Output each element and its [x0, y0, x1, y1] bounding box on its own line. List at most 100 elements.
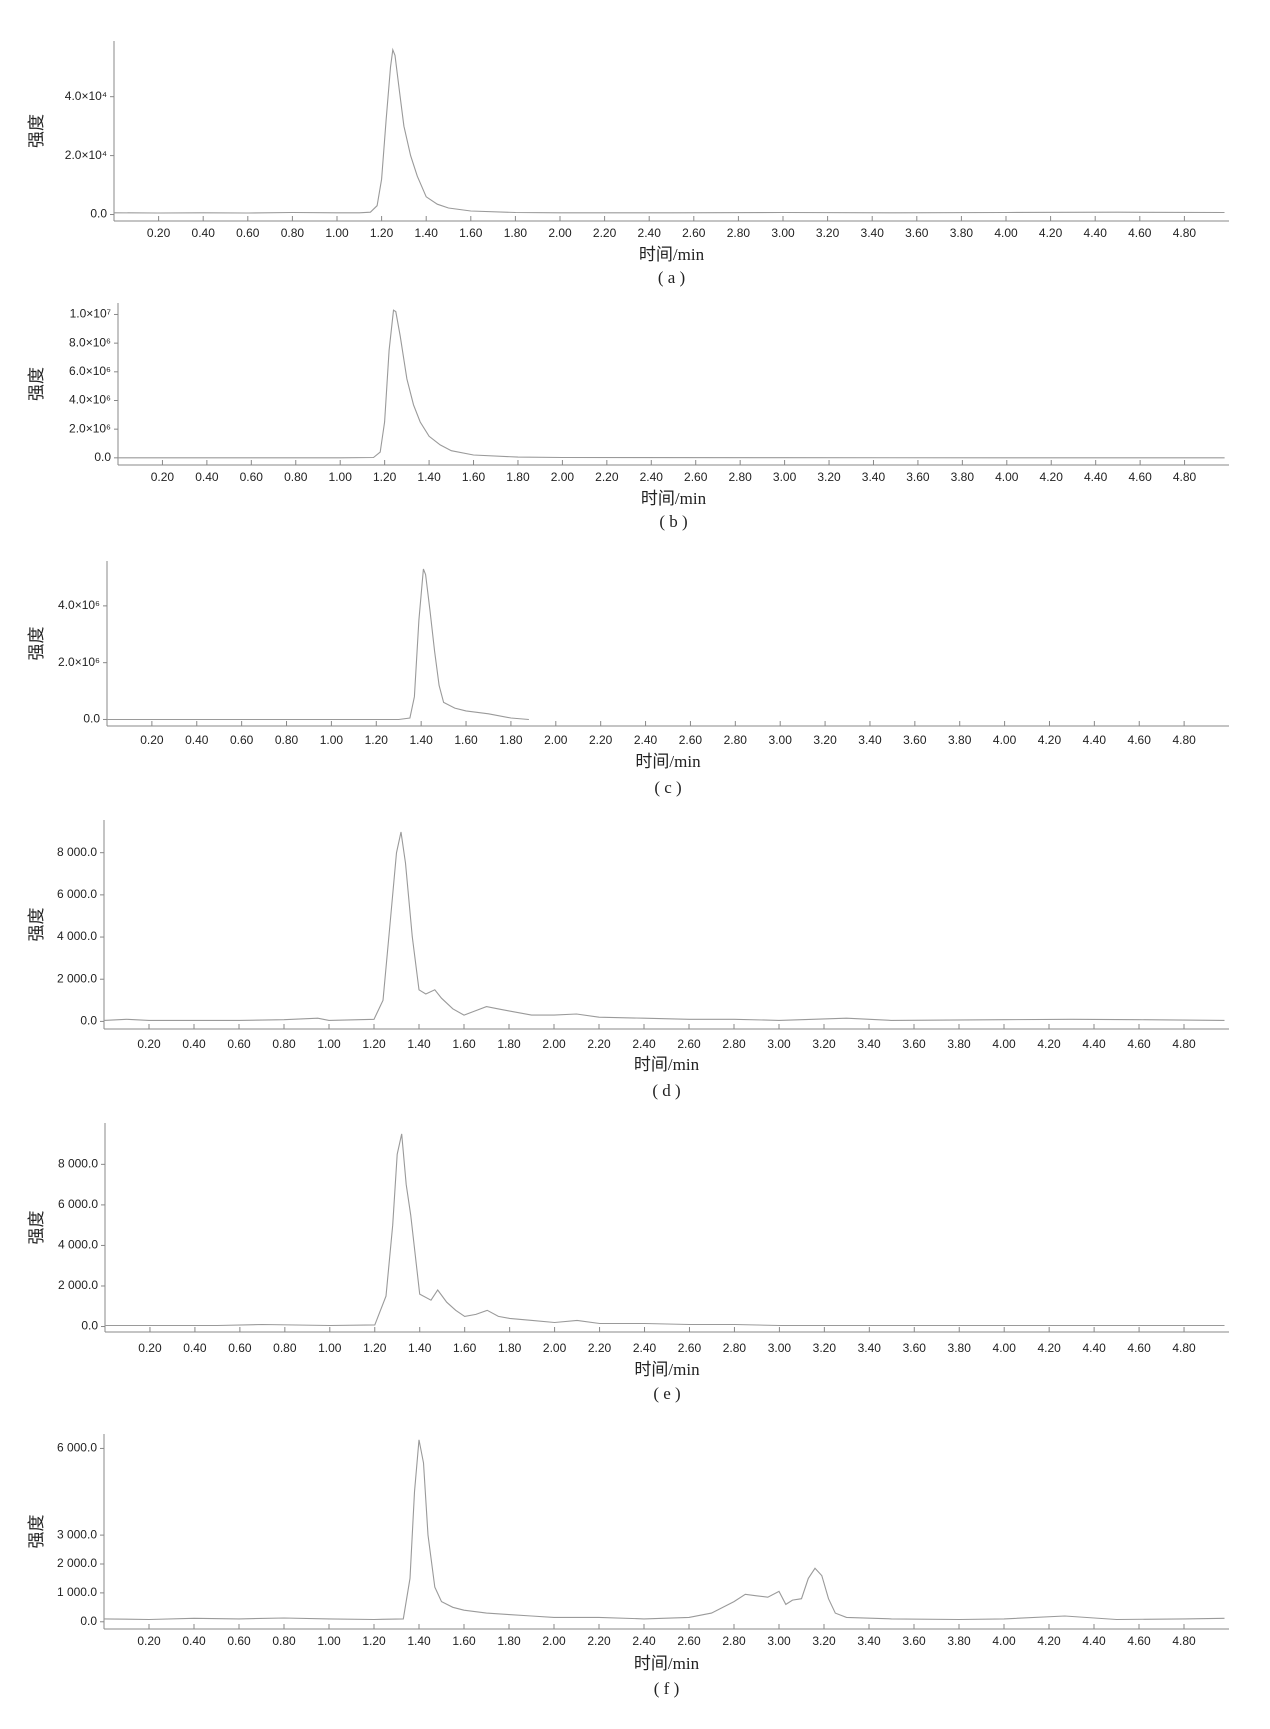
x-tick-label: 4.80 [1172, 1037, 1196, 1051]
x-tick-label: 0.20 [137, 1037, 161, 1051]
x-tick-label: 2.20 [589, 733, 613, 747]
x-tick-label: 1.60 [462, 470, 486, 484]
x-tick-label: 4.00 [993, 1341, 1017, 1355]
x-tick-label: 4.20 [1037, 1037, 1061, 1051]
trace [118, 309, 1225, 459]
x-tick-label: 4.20 [1039, 226, 1063, 240]
x-tick-label: 3.20 [812, 1037, 836, 1051]
x-tick-label: 1.20 [373, 470, 397, 484]
x-tick-label: 4.20 [1040, 470, 1064, 484]
y-tick-label: 0.0 [81, 1319, 98, 1333]
x-tick-label: 1.00 [320, 733, 344, 747]
y-axis-label: 强度 [27, 908, 46, 942]
x-tick-label: 3.40 [861, 226, 885, 240]
x-tick-label: 2.20 [593, 226, 617, 240]
caption: ( f ) [654, 1679, 679, 1698]
y-tick-label: 6 000.0 [57, 887, 97, 901]
x-tick-label: 2.00 [551, 470, 575, 484]
x-tick-label: 0.80 [273, 1341, 297, 1355]
x-tick-label: 1.80 [506, 470, 530, 484]
x-tick-label: 2.40 [634, 733, 658, 747]
x-tick-label: 2.80 [722, 1634, 746, 1648]
x-tick-label: 3.00 [769, 733, 793, 747]
x-tick-label: 1.20 [362, 1037, 386, 1051]
x-tick-label: 4.80 [1172, 733, 1196, 747]
x-tick-label: 0.20 [138, 1341, 162, 1355]
y-tick-label: 4 000.0 [57, 929, 97, 943]
x-tick-label: 4.80 [1172, 1341, 1196, 1355]
x-tick-label: 4.00 [992, 1634, 1016, 1648]
x-tick-label: 3.00 [768, 1341, 792, 1355]
x-tick-label: 4.20 [1037, 1634, 1061, 1648]
y-tick-label: 0.0 [83, 712, 100, 726]
x-tick-label: 0.60 [228, 1341, 252, 1355]
y-tick-label: 4.0×10⁶ [69, 393, 111, 407]
x-tick-label: 4.00 [995, 470, 1019, 484]
x-tick-label: 0.60 [230, 733, 254, 747]
x-tick-label: 1.60 [453, 1341, 477, 1355]
x-tick-label: 0.80 [272, 1634, 296, 1648]
x-tick-label: 3.20 [817, 470, 841, 484]
x-tick-label: 0.60 [236, 226, 260, 240]
y-axis-label: 强度 [27, 367, 46, 401]
x-tick-label: 2.40 [633, 1341, 657, 1355]
x-tick-label: 4.40 [1084, 470, 1108, 484]
x-tick-label: 3.00 [773, 470, 797, 484]
x-tick-label: 1.00 [329, 470, 353, 484]
x-tick-label: 0.40 [195, 470, 219, 484]
x-tick-label: 3.60 [905, 226, 929, 240]
x-tick-label: 1.60 [454, 733, 478, 747]
x-tick-label: 3.80 [948, 1341, 972, 1355]
x-tick-label: 4.80 [1172, 1634, 1196, 1648]
x-axis-label: 时间/min [641, 489, 707, 508]
x-tick-label: 4.60 [1128, 733, 1152, 747]
x-tick-label: 4.80 [1173, 226, 1197, 240]
x-tick-label: 0.40 [183, 1341, 207, 1355]
x-tick-label: 1.80 [497, 1037, 521, 1051]
x-axis-label: 时间/min [634, 1360, 700, 1379]
x-tick-label: 2.00 [548, 226, 572, 240]
x-tick-label: 3.40 [858, 1341, 882, 1355]
y-tick-label: 0.0 [80, 1614, 97, 1628]
x-tick-label: 1.80 [497, 1634, 521, 1648]
x-tick-label: 2.20 [595, 470, 619, 484]
y-tick-label: 6 000.0 [57, 1441, 97, 1455]
x-tick-label: 2.60 [677, 1037, 701, 1051]
y-tick-label: 4 000.0 [58, 1238, 98, 1252]
x-tick-label: 3.60 [902, 1634, 926, 1648]
x-tick-label: 2.40 [640, 470, 664, 484]
x-tick-label: 2.60 [679, 733, 703, 747]
x-tick-label: 2.00 [542, 1037, 566, 1051]
x-tick-label: 1.80 [498, 1341, 522, 1355]
x-tick-label: 4.60 [1127, 1634, 1151, 1648]
y-tick-label: 0.0 [90, 207, 107, 221]
x-tick-label: 1.40 [415, 226, 439, 240]
x-tick-label: 0.80 [275, 733, 299, 747]
caption: ( c ) [654, 778, 681, 797]
x-tick-label: 0.80 [284, 470, 308, 484]
x-tick-label: 4.60 [1128, 226, 1152, 240]
caption: ( a ) [658, 268, 685, 287]
x-tick-label: 1.00 [317, 1634, 341, 1648]
x-tick-label: 2.20 [587, 1634, 611, 1648]
y-tick-label: 6 000.0 [58, 1197, 98, 1211]
x-tick-label: 3.40 [857, 1037, 881, 1051]
x-tick-label: 3.80 [947, 1037, 971, 1051]
x-tick-label: 0.60 [227, 1037, 251, 1051]
x-tick-label: 1.20 [363, 1341, 387, 1355]
x-tick-label: 0.20 [140, 733, 164, 747]
x-tick-label: 3.60 [903, 733, 927, 747]
x-tick-label: 1.20 [365, 733, 389, 747]
x-tick-label: 4.20 [1037, 1341, 1061, 1355]
x-tick-label: 1.40 [409, 733, 433, 747]
x-tick-label: 2.00 [544, 733, 568, 747]
x-tick-label: 1.40 [407, 1037, 431, 1051]
x-tick-label: 3.60 [903, 1341, 927, 1355]
y-axis-label: 强度 [27, 627, 46, 661]
x-tick-label: 2.80 [724, 733, 748, 747]
x-tick-label: 1.80 [504, 226, 528, 240]
x-tick-label: 3.40 [862, 470, 886, 484]
y-tick-label: 1 000.0 [57, 1585, 97, 1599]
x-tick-label: 1.60 [452, 1037, 476, 1051]
x-tick-label: 4.00 [992, 1037, 1016, 1051]
